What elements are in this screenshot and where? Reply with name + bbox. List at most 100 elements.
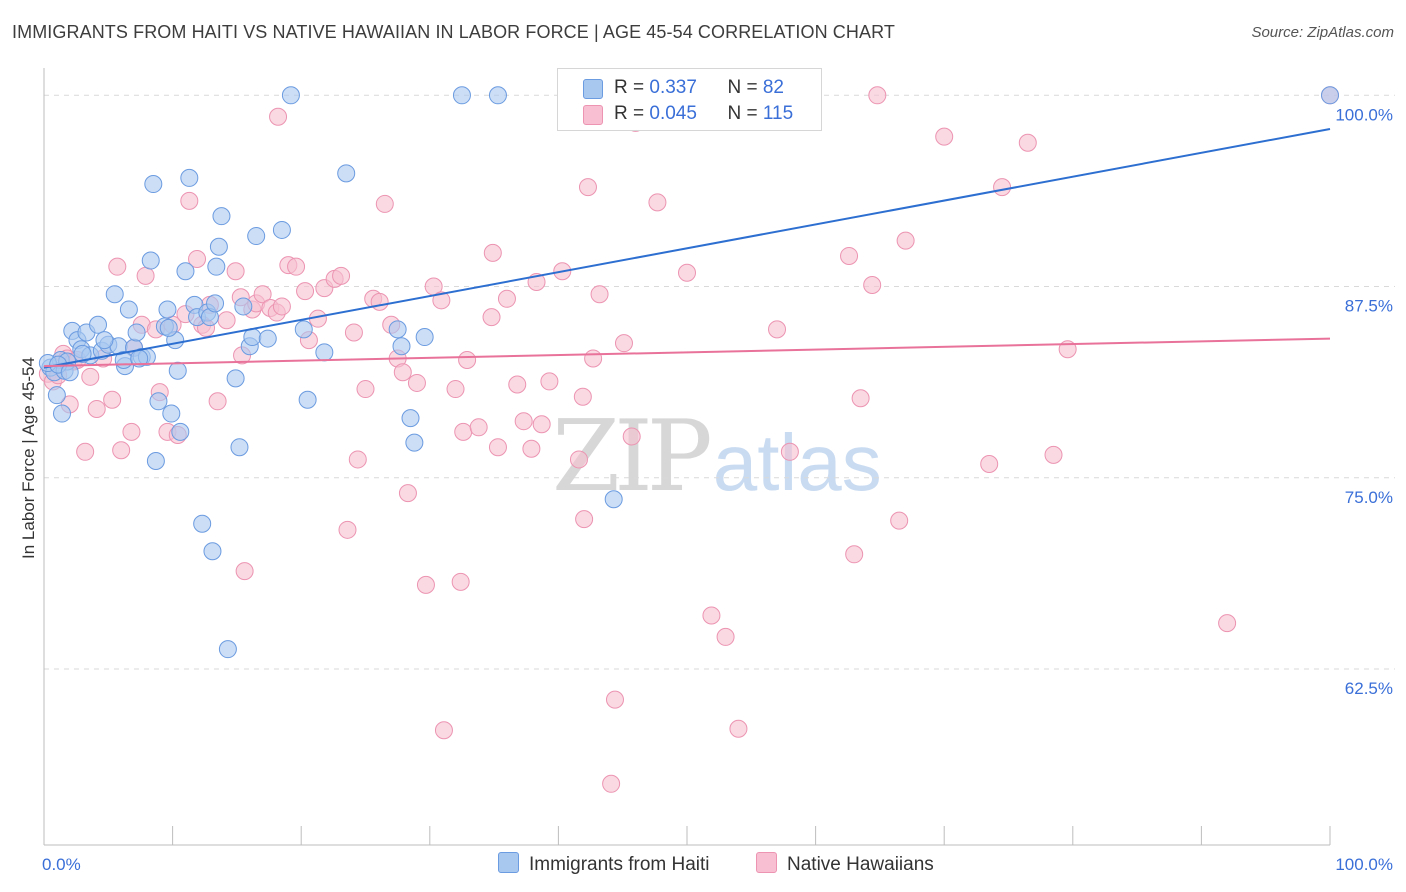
- data-point-haiti: [53, 404, 72, 423]
- data-point-haiti: [144, 175, 163, 194]
- data-point-hawaiian: [122, 422, 141, 441]
- data-point-hawaiian: [446, 380, 465, 399]
- data-point-haiti: [452, 86, 471, 105]
- data-point-haiti: [405, 433, 424, 452]
- data-point-haiti: [415, 328, 434, 347]
- data-point-hawaiian: [76, 442, 95, 461]
- data-point-hawaiian: [584, 349, 603, 368]
- data-point-hawaiian: [269, 107, 288, 126]
- legend-swatch-haiti: [498, 852, 519, 873]
- data-point-hawaiian: [569, 450, 588, 469]
- legend-r-value-hawaiian: 0.045: [649, 103, 697, 124]
- data-point-haiti: [247, 227, 266, 246]
- legend-swatch-haiti: [583, 79, 603, 99]
- data-point-haiti: [176, 262, 195, 281]
- data-point-hawaiian: [488, 438, 507, 457]
- data-point-hawaiian: [235, 562, 254, 581]
- data-point-haiti: [258, 329, 277, 348]
- data-point-hawaiian: [393, 363, 412, 382]
- data-point-hawaiian: [678, 263, 696, 282]
- data-point-haiti: [127, 323, 146, 342]
- data-point-haiti: [230, 438, 249, 457]
- data-point-hawaiian: [407, 373, 426, 392]
- data-point-haiti: [95, 331, 114, 350]
- data-point-hawaiian: [935, 127, 954, 146]
- data-point-hawaiian: [338, 520, 357, 539]
- legend-r-label: R =: [614, 103, 650, 124]
- data-point-hawaiian: [716, 627, 735, 646]
- data-point-hawaiian: [356, 380, 375, 399]
- data-point-hawaiian: [296, 282, 315, 301]
- data-point-hawaiian: [180, 191, 199, 210]
- data-point-haiti: [392, 337, 411, 356]
- data-point-hawaiian: [729, 719, 748, 738]
- data-point-haiti: [180, 168, 199, 187]
- y-axis-label: In Labor Force | Age 45-54: [19, 357, 38, 559]
- data-point-haiti: [207, 257, 226, 276]
- data-point-hawaiian: [370, 292, 389, 311]
- data-point-haiti: [162, 404, 181, 423]
- data-point-haiti: [141, 251, 160, 270]
- legend-n-value-haiti: 82: [762, 77, 784, 98]
- data-point-haiti: [168, 361, 187, 380]
- data-point-hawaiian: [1044, 445, 1063, 464]
- data-point-haiti: [193, 514, 212, 533]
- data-point-haiti: [158, 300, 177, 319]
- data-point-haiti: [47, 386, 66, 405]
- legend-stats: R = 0.337 N = 82 R = 0.045 N = 115: [557, 68, 822, 131]
- legend-n-label: N =: [727, 103, 763, 124]
- data-point-hawaiian: [1018, 133, 1037, 152]
- data-point-hawaiian: [896, 231, 915, 250]
- data-point-hawaiian: [112, 441, 131, 460]
- data-point-hawaiian: [980, 455, 999, 474]
- data-point-haiti: [149, 392, 168, 411]
- trend-line-hawaiian: [43, 337, 1331, 368]
- x-tick-label: 0.0%: [42, 855, 81, 874]
- data-point-hawaiian: [573, 387, 592, 406]
- legend-swatch-hawaiian: [756, 852, 777, 873]
- data-point-hawaiian: [532, 415, 551, 434]
- data-point-haiti: [206, 294, 225, 313]
- data-point-hawaiian: [188, 250, 207, 269]
- data-point-haiti: [488, 86, 507, 105]
- data-point-hawaiian: [469, 418, 488, 437]
- legend-item-haiti: Immigrants from Haiti: [498, 852, 710, 876]
- watermark-atlas: atlas: [712, 418, 882, 507]
- data-point-haiti: [315, 343, 334, 362]
- data-point-hawaiian: [845, 545, 864, 564]
- data-point-hawaiian: [622, 427, 641, 446]
- data-point-hawaiian: [540, 372, 559, 391]
- data-point-hawaiian: [454, 422, 473, 441]
- x-tick-label: 100.0%: [1335, 855, 1393, 874]
- data-point-hawaiian: [863, 276, 882, 295]
- data-point-hawaiian: [483, 243, 502, 262]
- legend-label-haiti: Immigrants from Haiti: [529, 854, 710, 875]
- data-point-hawaiian: [108, 257, 127, 276]
- data-point-hawaiian: [217, 311, 236, 330]
- data-point-haiti: [171, 422, 190, 441]
- legend-swatch-hawaiian: [583, 105, 603, 125]
- data-point-haiti: [1321, 86, 1339, 105]
- y-tick-label: 75.0%: [1345, 488, 1393, 507]
- data-point-hawaiian: [344, 323, 363, 342]
- data-point-haiti: [119, 300, 138, 319]
- data-point-haiti: [337, 164, 356, 183]
- legend-r-value-haiti: 0.337: [649, 77, 697, 98]
- data-point-hawaiian: [522, 439, 541, 458]
- trend-line-haiti: [43, 127, 1331, 369]
- y-tick-label: 100.0%: [1335, 105, 1393, 124]
- data-point-haiti: [159, 318, 178, 337]
- data-point-hawaiian: [208, 392, 227, 411]
- data-point-hawaiian: [614, 334, 633, 353]
- data-point-hawaiian: [602, 774, 621, 793]
- data-point-hawaiian: [482, 308, 501, 327]
- data-point-hawaiian: [432, 291, 451, 310]
- legend-label-hawaiian: Native Hawaiians: [787, 854, 934, 875]
- data-point-hawaiian: [702, 606, 721, 625]
- legend-n-label: N =: [727, 77, 763, 98]
- data-point-hawaiian: [103, 390, 122, 409]
- data-point-hawaiian: [87, 399, 106, 418]
- data-point-hawaiian: [993, 178, 1012, 197]
- data-point-hawaiian: [514, 412, 533, 431]
- data-point-haiti: [203, 542, 222, 561]
